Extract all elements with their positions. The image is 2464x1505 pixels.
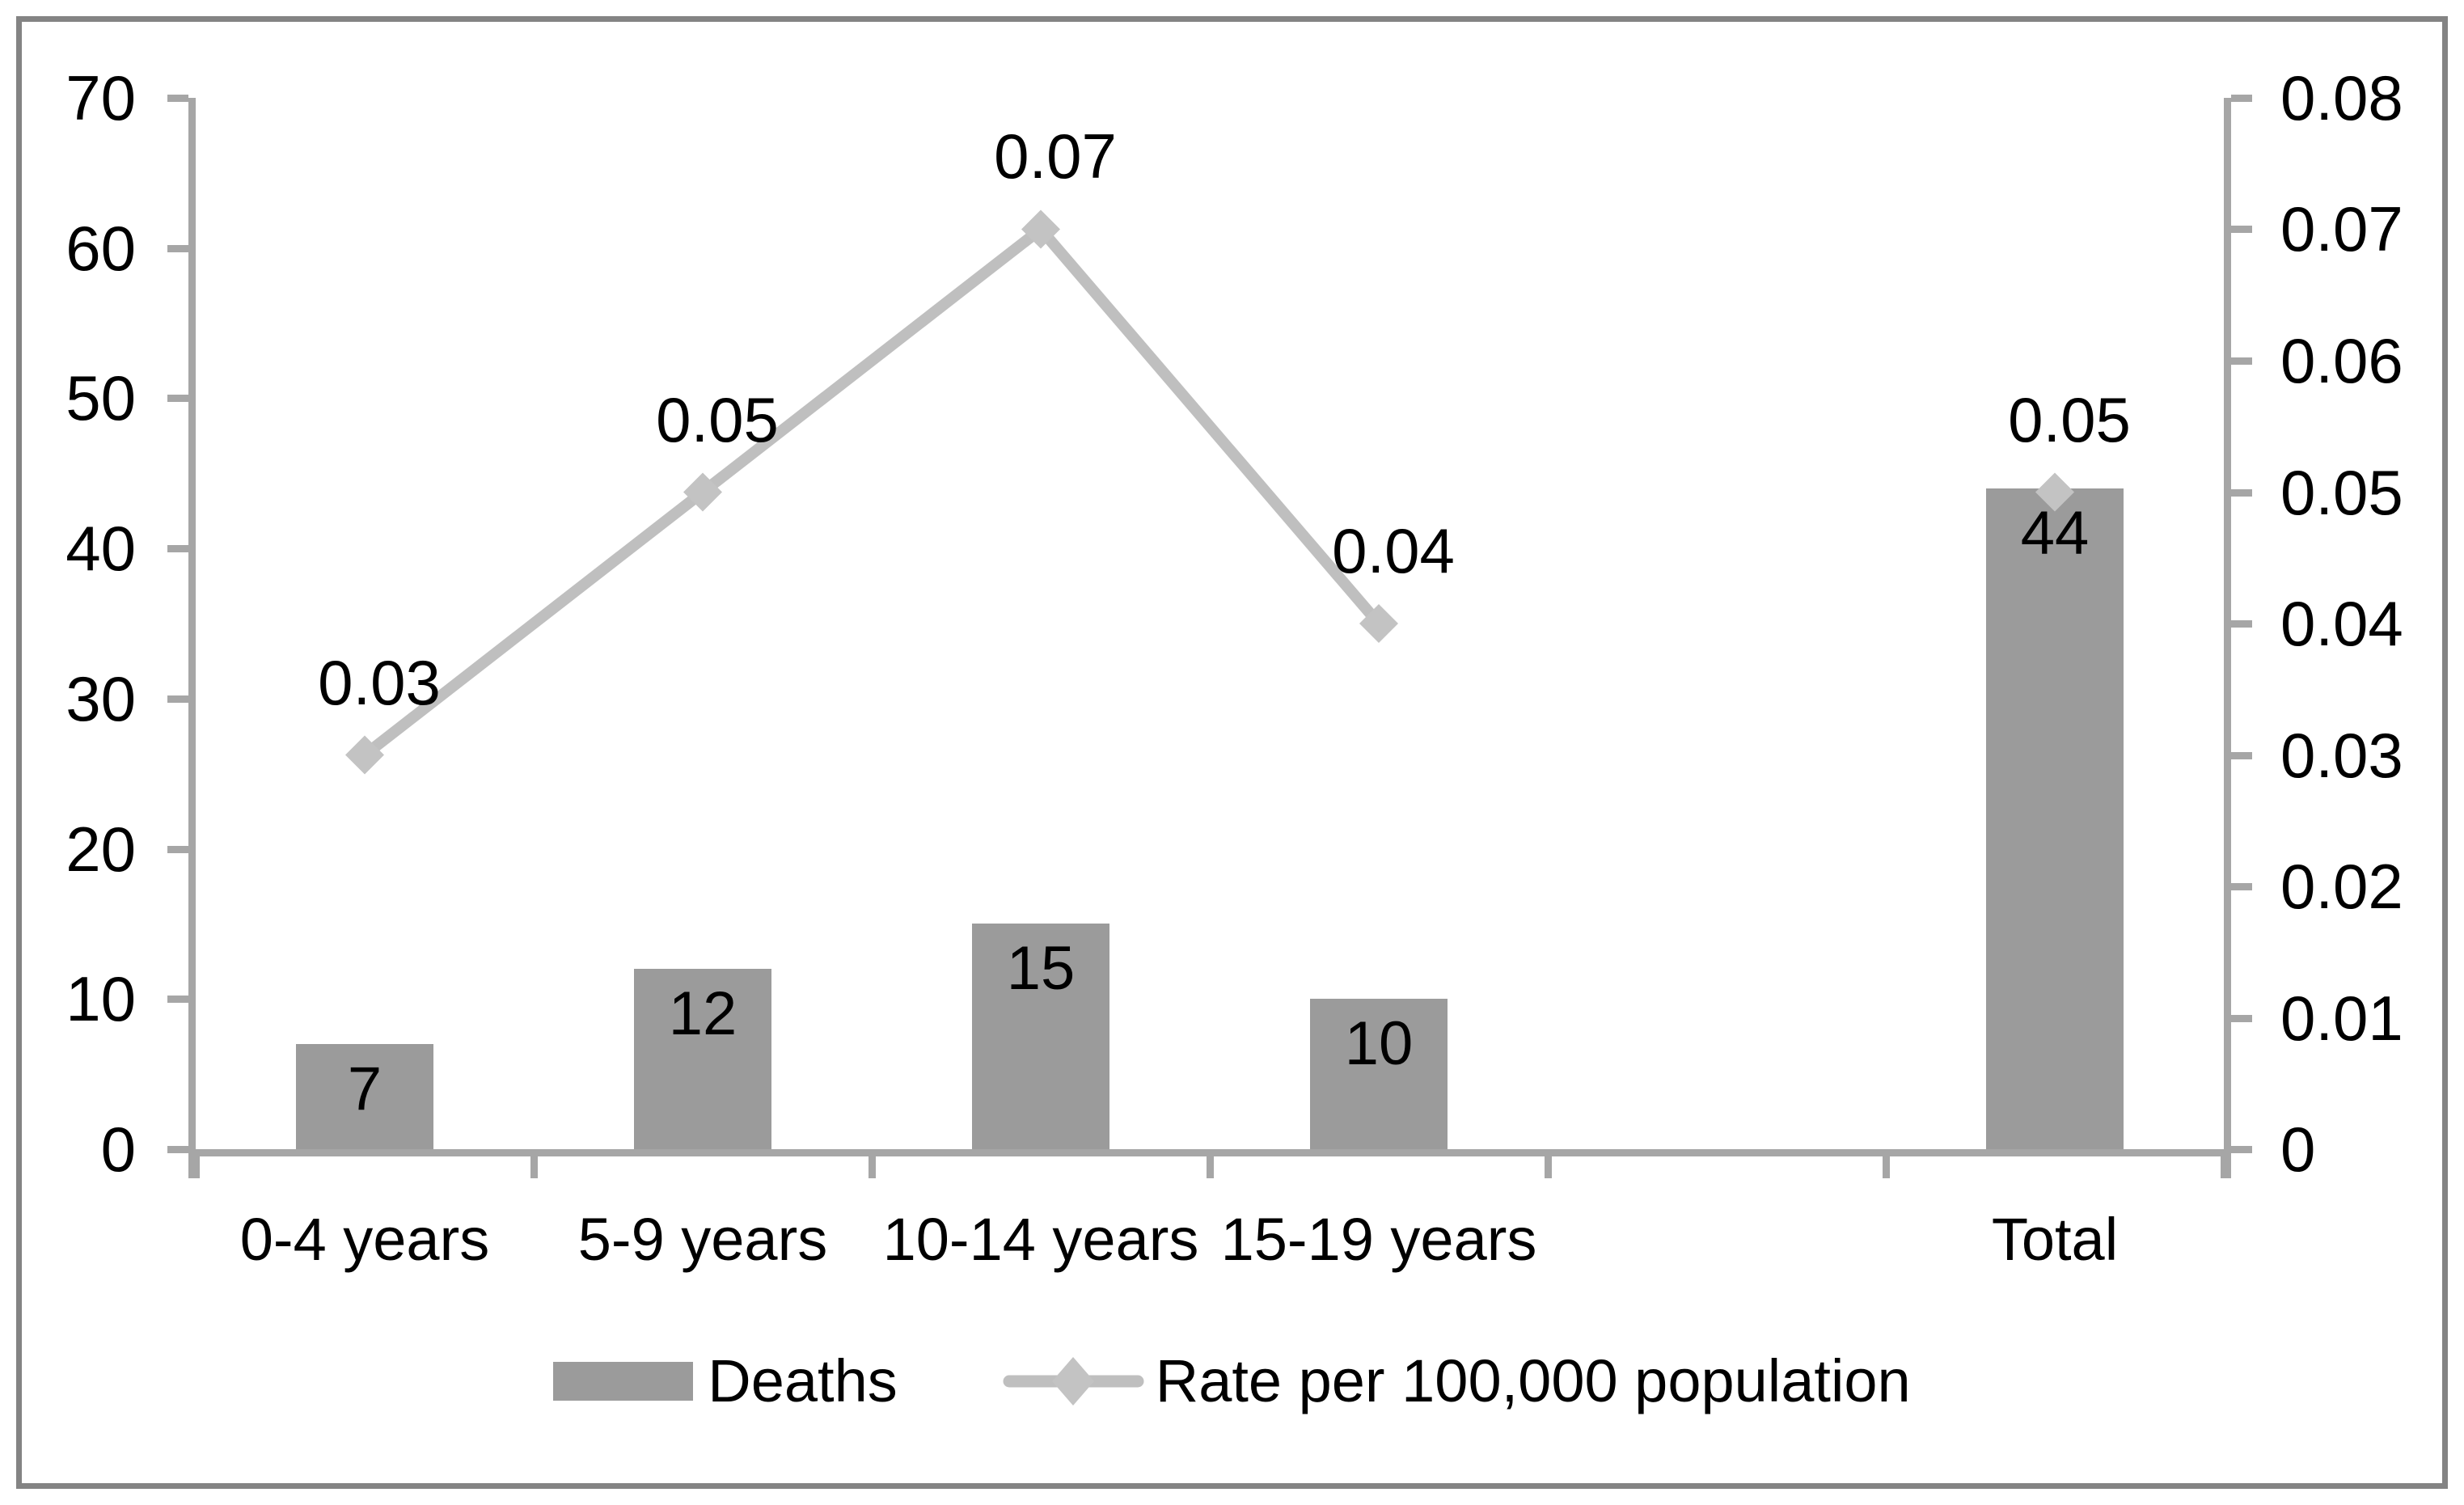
deaths-bar-swatch-icon	[553, 1362, 694, 1401]
left-axis-tick	[167, 95, 188, 102]
right-axis-tick-label: 0.04	[2280, 588, 2403, 659]
left-axis-tick-label: 10	[66, 963, 136, 1034]
right-axis-tick-label: 0.01	[2280, 983, 2403, 1054]
right-axis-tick	[2231, 357, 2252, 365]
rate-marker-5-9 years	[683, 472, 722, 512]
left-axis-tick	[167, 846, 188, 853]
right-axis-tick-label: 0	[2280, 1114, 2316, 1185]
rate-line-segment-2	[1036, 225, 1384, 628]
legend: Deaths Rate per 100,000 population	[0, 1344, 2464, 1418]
right-axis-tick	[2231, 95, 2252, 102]
x-axis-line	[188, 1149, 2231, 1156]
bar-value-label-0: 7	[347, 1055, 382, 1123]
x-axis-tick	[1207, 1156, 1214, 1178]
rate-value-label-0: 0.03	[318, 647, 441, 718]
right-axis-tick	[2231, 1015, 2252, 1022]
left-axis-tick	[167, 395, 188, 402]
bar-5-9 years	[634, 969, 771, 1149]
legend-item-0: Deaths	[553, 1345, 898, 1418]
right-axis-tick-label: 0.07	[2280, 193, 2403, 264]
category-label-1: 5-9 years	[577, 1206, 828, 1273]
rate-value-label-1: 0.05	[656, 384, 779, 455]
x-axis-tick	[2221, 1156, 2228, 1178]
rate-value-label-2: 0.07	[994, 120, 1117, 192]
bar-10-14 years	[972, 924, 1109, 1149]
legend-label-1: Rate per 100,000 population	[1155, 1347, 1911, 1414]
legend-label-0: Deaths	[708, 1347, 898, 1414]
bar-0-4 years	[296, 1044, 433, 1149]
right-axis-line	[2224, 98, 2231, 1178]
left-axis-tick-label: 60	[66, 213, 136, 284]
right-axis-tick	[2231, 883, 2252, 890]
right-axis-tick-label: 0.03	[2280, 720, 2403, 791]
right-axis-tick-label: 0.08	[2280, 62, 2403, 133]
x-axis-tick	[869, 1156, 876, 1178]
rate-line-swatch-icon	[1003, 1357, 1144, 1406]
left-axis-line	[188, 98, 196, 1178]
rate-line-segment-0	[361, 487, 707, 760]
rate-marker-15-19 years	[1359, 604, 1398, 643]
bar-value-label-5: 44	[2020, 499, 2090, 568]
left-axis-tick	[167, 245, 188, 252]
right-axis-tick-label: 0.05	[2280, 457, 2403, 528]
category-label-5: Total	[1991, 1206, 2119, 1273]
left-axis-tick-label: 0	[100, 1114, 136, 1185]
right-axis-tick	[2231, 620, 2252, 628]
left-axis-tick-label: 30	[66, 663, 136, 734]
rate-marker-0-4 years	[345, 735, 384, 775]
left-axis-tick	[167, 695, 188, 703]
category-label-2: 10-14 years	[882, 1206, 1199, 1273]
bar-Total	[1986, 488, 2124, 1149]
legend-diamond-icon	[1051, 1357, 1094, 1406]
rate-value-label-5: 0.05	[2008, 384, 2131, 455]
right-axis-tick	[2231, 226, 2252, 233]
rate-marker-10-14 years	[1021, 209, 1060, 249]
bar-value-label-2: 15	[1006, 934, 1076, 1003]
left-axis-tick	[167, 1146, 188, 1153]
x-axis-tick	[192, 1156, 200, 1178]
x-axis-tick	[530, 1156, 538, 1178]
bar-value-label-1: 12	[668, 979, 738, 1048]
bar-value-label-3: 10	[1344, 1009, 1414, 1078]
rate-line-segment-1	[699, 224, 1045, 497]
right-axis-tick	[2231, 752, 2252, 759]
left-axis-tick	[167, 996, 188, 1003]
rate-value-label-3: 0.04	[1332, 515, 1455, 586]
left-axis-tick-label: 40	[66, 513, 136, 584]
right-axis-tick-label: 0.06	[2280, 325, 2403, 396]
category-label-0: 0-4 years	[239, 1206, 490, 1273]
left-axis-tick-label: 20	[66, 814, 136, 885]
legend-item-1: Rate per 100,000 population	[1003, 1344, 1911, 1418]
rate-marker-Total	[2035, 472, 2074, 512]
x-axis-tick	[1545, 1156, 1552, 1178]
right-axis-tick	[2231, 1146, 2252, 1153]
x-axis-tick	[1883, 1156, 1890, 1178]
category-label-3: 15-19 years	[1220, 1206, 1537, 1273]
right-axis-tick-label: 0.02	[2280, 851, 2403, 922]
left-axis-tick-label: 50	[66, 362, 136, 433]
chart-border	[16, 16, 2448, 1489]
right-axis-tick	[2231, 489, 2252, 497]
left-axis-tick-label: 70	[66, 62, 136, 133]
left-axis-tick	[167, 545, 188, 552]
bar-15-19 years	[1310, 999, 1448, 1149]
